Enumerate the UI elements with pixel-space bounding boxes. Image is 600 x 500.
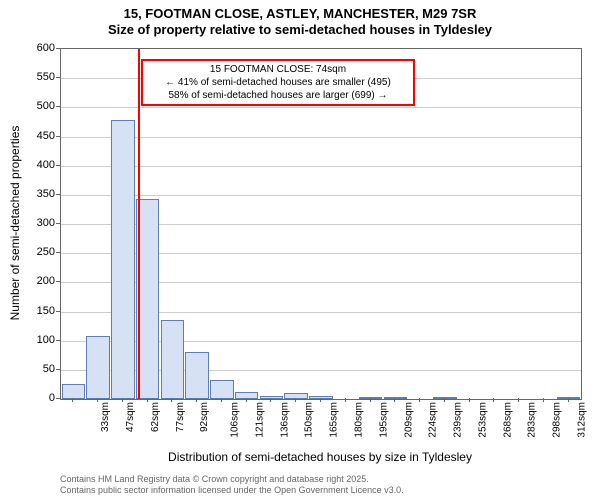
y-tick-label: 0 <box>15 392 55 404</box>
y-tick-label: 50 <box>15 363 55 375</box>
y-tick-label: 550 <box>15 71 55 83</box>
attribution-line-2: Contains public sector information licen… <box>60 485 404 496</box>
annotation-line: 58% of semi-detached houses are larger (… <box>148 89 408 102</box>
annotation-line: ← 41% of semi-detached houses are smalle… <box>148 76 408 89</box>
x-tick-mark <box>469 398 470 402</box>
y-tick-label: 450 <box>15 130 55 142</box>
x-tick-mark <box>493 398 494 402</box>
x-tick-mark <box>568 398 569 402</box>
x-tick-mark <box>370 398 371 402</box>
y-tick-mark <box>56 281 60 282</box>
x-tick-mark <box>419 398 420 402</box>
x-tick-mark <box>171 398 172 402</box>
x-tick-mark <box>72 398 73 402</box>
x-tick-label: 62sqm <box>150 402 161 432</box>
histogram-bar <box>185 352 209 399</box>
y-tick-mark <box>56 48 60 49</box>
x-tick-label: 180sqm <box>354 402 365 438</box>
attribution-line-1: Contains HM Land Registry data © Crown c… <box>60 474 404 485</box>
y-tick-mark <box>56 311 60 312</box>
x-axis-label: Distribution of semi-detached houses by … <box>60 450 580 464</box>
y-tick-mark <box>56 223 60 224</box>
y-tick-mark <box>56 340 60 341</box>
x-tick-label: 268sqm <box>502 402 513 438</box>
x-tick-mark <box>394 398 395 402</box>
x-tick-mark <box>97 398 98 402</box>
x-tick-mark <box>196 398 197 402</box>
x-tick-label: 283sqm <box>527 402 538 438</box>
marker-line <box>138 49 140 399</box>
y-tick-mark <box>56 106 60 107</box>
chart-container: 15, FOOTMAN CLOSE, ASTLEY, MANCHESTER, M… <box>0 0 600 500</box>
x-tick-label: 150sqm <box>304 402 315 438</box>
histogram-bar <box>210 380 234 399</box>
y-tick-label: 400 <box>15 159 55 171</box>
y-tick-mark <box>56 194 60 195</box>
histogram-bar <box>111 120 135 399</box>
histogram-bar <box>433 397 457 399</box>
x-tick-mark <box>444 398 445 402</box>
x-tick-label: 312sqm <box>576 402 587 438</box>
histogram-bar <box>161 320 185 399</box>
x-tick-mark <box>543 398 544 402</box>
annotation-line: 15 FOOTMAN CLOSE: 74sqm <box>148 63 408 76</box>
x-tick-mark <box>518 398 519 402</box>
histogram-bar <box>62 384 86 399</box>
x-tick-label: 195sqm <box>378 402 389 438</box>
x-tick-label: 165sqm <box>329 402 340 438</box>
y-tick-mark <box>56 252 60 253</box>
y-tick-label: 150 <box>15 305 55 317</box>
chart-title-sub: Size of property relative to semi-detach… <box>0 22 600 37</box>
y-tick-label: 250 <box>15 246 55 258</box>
x-tick-label: 47sqm <box>125 402 136 432</box>
y-tick-label: 600 <box>15 42 55 54</box>
y-tick-mark <box>56 77 60 78</box>
x-tick-mark <box>270 398 271 402</box>
x-tick-mark <box>122 398 123 402</box>
x-tick-label: 209sqm <box>403 402 414 438</box>
x-tick-label: 298sqm <box>552 402 563 438</box>
y-tick-mark <box>56 398 60 399</box>
x-tick-mark <box>147 398 148 402</box>
x-tick-label: 92sqm <box>199 402 210 432</box>
histogram-bar <box>86 336 110 399</box>
x-tick-label: 136sqm <box>279 402 290 438</box>
x-tick-label: 77sqm <box>175 402 186 432</box>
x-tick-label: 239sqm <box>453 402 464 438</box>
y-tick-label: 300 <box>15 217 55 229</box>
x-tick-mark <box>295 398 296 402</box>
y-tick-label: 200 <box>15 275 55 287</box>
y-tick-mark <box>56 369 60 370</box>
x-tick-mark <box>320 398 321 402</box>
y-tick-mark <box>56 165 60 166</box>
attribution-text: Contains HM Land Registry data © Crown c… <box>60 474 404 496</box>
annotation-box: 15 FOOTMAN CLOSE: 74sqm← 41% of semi-det… <box>141 59 415 106</box>
chart-title-main: 15, FOOTMAN CLOSE, ASTLEY, MANCHESTER, M… <box>0 6 600 21</box>
x-tick-label: 106sqm <box>230 402 241 438</box>
x-tick-label: 33sqm <box>100 402 111 432</box>
x-tick-mark <box>345 398 346 402</box>
y-tick-label: 350 <box>15 188 55 200</box>
x-tick-label: 224sqm <box>428 402 439 438</box>
y-tick-mark <box>56 136 60 137</box>
x-tick-mark <box>221 398 222 402</box>
plot-area: 15 FOOTMAN CLOSE: 74sqm← 41% of semi-det… <box>60 48 582 400</box>
y-tick-label: 500 <box>15 100 55 112</box>
x-tick-mark <box>246 398 247 402</box>
x-tick-label: 121sqm <box>255 402 266 438</box>
x-tick-label: 253sqm <box>477 402 488 438</box>
y-tick-label: 100 <box>15 334 55 346</box>
